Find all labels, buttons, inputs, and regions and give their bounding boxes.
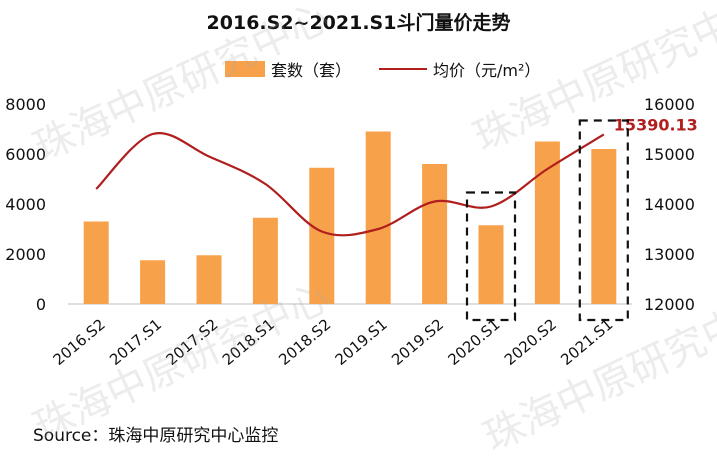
bar: [252, 217, 278, 304]
bar: [365, 131, 391, 304]
bar: [309, 167, 335, 304]
bar: [83, 221, 109, 304]
bar: [591, 149, 617, 304]
legend-item-line: 均价（元/m²）: [379, 57, 540, 81]
x-tick-label: 2020.S2: [501, 315, 560, 369]
legend-bar-label: 套数（套）: [271, 61, 352, 80]
y-left-tick-label: 2000: [5, 245, 46, 264]
x-tick-label: 2016.S2: [50, 315, 109, 369]
x-tick-label: 2021.S1: [557, 315, 616, 369]
x-tick-label: 2018.S1: [219, 315, 278, 369]
y-left-tick-label: 0: [36, 295, 46, 314]
x-tick-label: 2019.S1: [332, 315, 391, 369]
price-line: [95, 131, 605, 237]
chart-legend: 套数（套） 均价（元/m²）: [225, 58, 568, 80]
x-tick-label: 2020.S1: [444, 315, 503, 369]
x-tick-label: 2018.S2: [275, 315, 334, 369]
y-right-tick-label: 16000: [644, 95, 695, 114]
legend-item-bar: 套数（套）: [225, 57, 351, 81]
y-right-tick-label: 15000: [644, 145, 695, 164]
bar: [422, 164, 448, 304]
x-tick-label: 2017.S2: [162, 315, 221, 369]
x-tick-label: 2017.S1: [106, 315, 165, 369]
bar: [534, 141, 560, 304]
price-annotation: 15390.13: [614, 115, 698, 134]
bar: [140, 260, 166, 304]
chart-plot: 0 2000 4000 6000 8000 12000 13000 14000 15000 160…: [5, 95, 698, 369]
source-note: Source：珠海中原研究中心监控: [33, 426, 279, 446]
legend-line-label: 均价（元/m²）: [433, 61, 541, 80]
legend-bar-swatch: [225, 61, 265, 77]
y-left-tick-label: 8000: [5, 95, 46, 114]
y-left-tick-label: 6000: [5, 145, 46, 164]
highlight-box: [465, 191, 517, 322]
chart-title: 2016.S2~2021.S1斗门量价走势: [206, 12, 511, 34]
legend-line-swatch: [379, 68, 428, 70]
bar: [196, 255, 222, 304]
y-left-tick-label: 4000: [5, 195, 46, 214]
y-right-tick-label: 13000: [644, 245, 695, 264]
y-right-tick-label: 12000: [644, 295, 695, 314]
chart-stage: 2016.S2~2021.S1斗门量价走势 套数（套） 均价（元/m²） 0 20…: [5, 0, 717, 461]
y-right-tick-label: 14000: [644, 195, 695, 214]
x-tick-label: 2019.S2: [388, 315, 447, 369]
bar: [478, 225, 504, 304]
highlight-box: [578, 119, 629, 322]
